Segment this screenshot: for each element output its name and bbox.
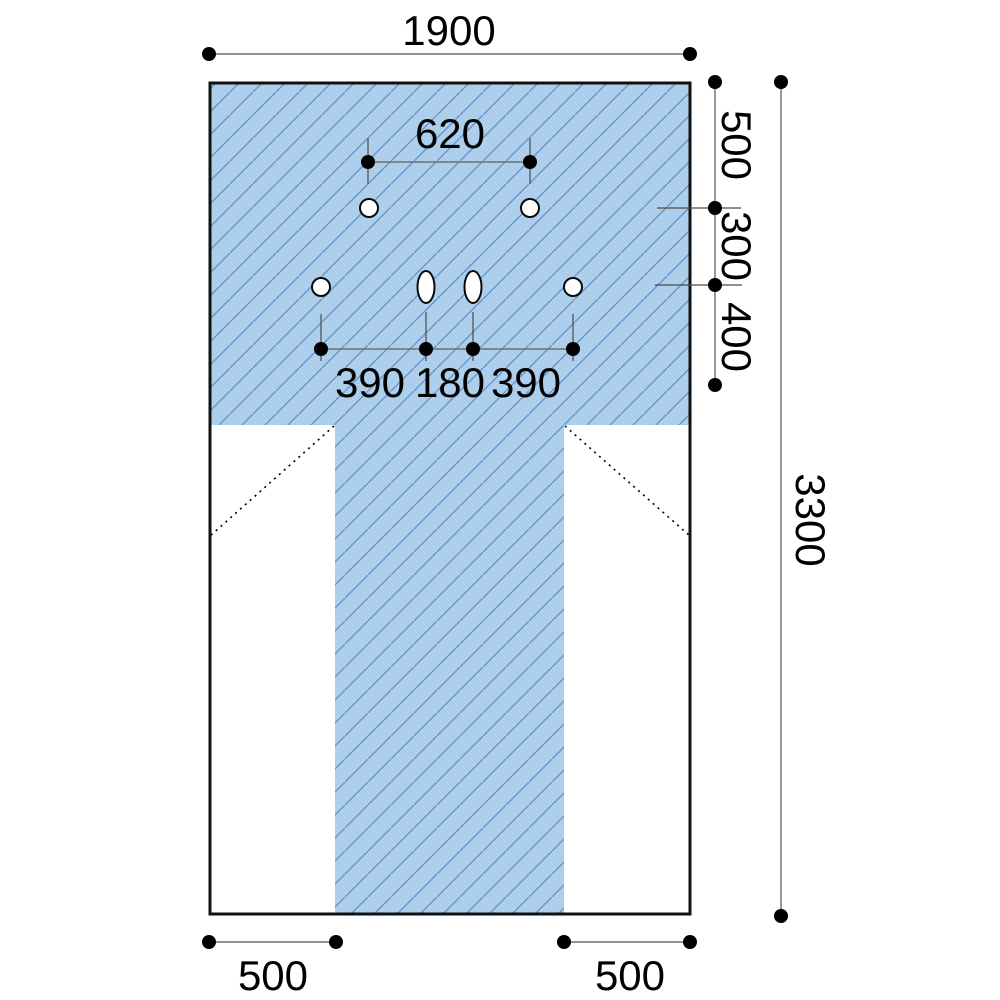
dimension-lower-hole-spans: 390 180 390 [314,312,580,406]
dim-dot [774,75,788,89]
dim-dot [202,935,216,949]
fold-line-right [564,425,691,537]
hole-top-right [520,198,540,218]
hole-mid-left [311,277,331,297]
dim-dot [329,935,343,949]
dim-label-offset-500: 500 [713,110,760,180]
dim-dot [361,155,375,169]
dim-label-upper-span: 620 [415,110,485,157]
hole-oval-left [416,270,436,304]
t-shaped-panel [211,84,689,913]
dim-dot [708,201,722,215]
dim-dot [523,155,537,169]
dim-label-span-left: 390 [335,359,405,406]
dim-dot [566,342,580,356]
dim-label-overall-height: 3300 [787,473,834,566]
dim-dot [683,935,697,949]
dim-label-offset-400: 400 [713,302,760,372]
fold-line-left [209,425,335,537]
dim-label-bottom-left: 500 [238,952,308,999]
dim-label-offset-300: 300 [713,211,760,281]
dimension-upper-hole-span: 620 [361,110,537,184]
dim-dot [419,342,433,356]
dim-dot [708,378,722,392]
hole-oval-right [463,270,483,304]
dimension-top-width: 1900 [202,7,697,61]
dim-label-span-center: 180 [415,359,485,406]
dimension-bottom-right: 500 [557,935,697,999]
dim-dot [708,75,722,89]
hole-mid-right [563,277,583,297]
dimension-right-offsets: 500 300 400 [655,75,760,392]
panel-outline [208,81,692,916]
dim-dot [774,909,788,923]
dim-dot [466,342,480,356]
dim-label-top-width: 1900 [402,7,495,54]
dim-label-bottom-right: 500 [595,952,665,999]
dim-label-span-right: 390 [491,359,561,406]
dim-dot [314,342,328,356]
dimension-overall-height: 3300 [774,75,834,923]
dim-dot [557,935,571,949]
dimension-bottom-left: 500 [202,935,343,999]
hole-top-left [359,198,379,218]
dim-dot [683,47,697,61]
dim-dot [708,278,722,292]
dim-dot [202,47,216,61]
